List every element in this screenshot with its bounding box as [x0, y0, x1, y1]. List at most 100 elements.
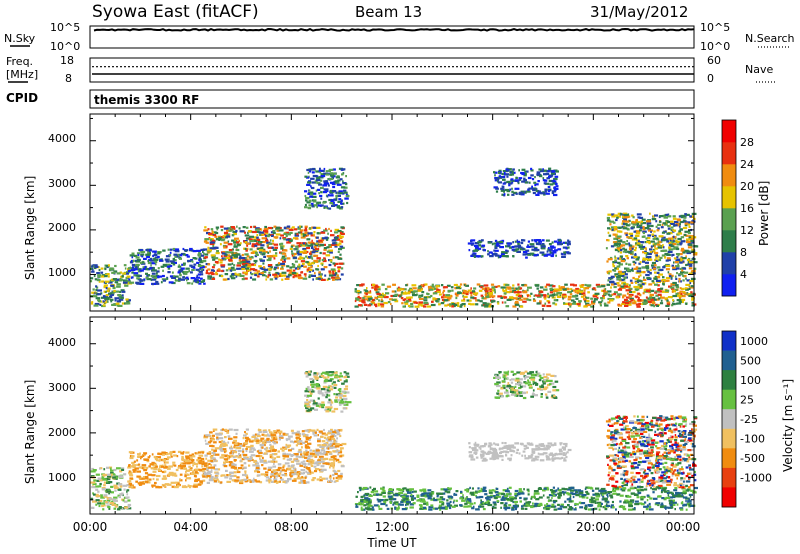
velocity-echo-cell: [320, 435, 324, 438]
power-echo-cell: [310, 185, 312, 188]
power-echo-cell: [262, 274, 266, 277]
power-echo-cell: [377, 288, 381, 291]
velocity-echo-cell: [275, 436, 278, 439]
velocity-echo-cell: [131, 461, 135, 464]
power-echo-cell: [186, 255, 190, 258]
power-echo-cell: [501, 254, 504, 258]
power-echo-cell: [680, 236, 685, 239]
power-echo-cell: [566, 288, 570, 291]
power-echo-cell: [316, 240, 320, 243]
velocity-echo-cell: [297, 475, 300, 478]
velocity-echo-cell: [209, 455, 214, 458]
power-echo-cell: [550, 254, 554, 258]
velocity-echo-cell: [321, 458, 326, 461]
power-echo-cell: [570, 283, 575, 286]
power-echo-cell: [672, 294, 678, 298]
velocity-echo-cell: [255, 454, 261, 458]
power-echo-cell: [212, 258, 216, 261]
velocity-echo-cell: [99, 467, 101, 470]
power-echo-cell: [412, 294, 417, 297]
power-echo-cell: [628, 244, 631, 247]
velocity-echo-cell: [284, 474, 288, 477]
power-echo-cell: [263, 233, 267, 236]
power-echo-cell: [499, 246, 504, 249]
power-echo-cell: [149, 267, 152, 270]
power-echo-cell: [475, 299, 480, 302]
power-echo-cell: [572, 284, 577, 287]
power-echo-cell: [171, 271, 174, 274]
velocity-echo-cell: [311, 478, 315, 482]
power-echo-cell: [532, 188, 536, 192]
power-echo-cell: [575, 297, 579, 300]
velocity-echo-cell: [266, 437, 270, 440]
velocity-echo-cell: [178, 465, 183, 468]
velocity-echo-cell: [332, 450, 336, 453]
power-echo-cell: [639, 226, 643, 229]
velocity-echo-cell: [338, 394, 343, 397]
velocity-echo-cell: [270, 439, 275, 442]
power-echo-cell: [535, 284, 540, 287]
power-echo-cell: [188, 249, 193, 252]
velocity-echo-cell: [230, 466, 235, 469]
power-echo-cell: [538, 168, 542, 171]
power-echo-cell: [303, 273, 307, 276]
power-echo-cell: [246, 260, 251, 263]
power-echo-cell: [202, 260, 207, 263]
power-echo-cell: [511, 193, 515, 196]
velocity-echo-cell: [245, 447, 248, 451]
power-echo-cell: [323, 167, 326, 171]
power-echo-cell: [666, 240, 670, 243]
power-echo-cell: [369, 290, 372, 293]
velocity-echo-cell: [310, 429, 316, 432]
power-echo-cell: [665, 259, 669, 262]
power-echo-cell: [265, 250, 268, 254]
power-echo-cell: [308, 170, 312, 173]
velocity-echo-cell: [251, 435, 257, 439]
velocity-echo-cell: [248, 464, 251, 467]
power-echo-cell: [292, 256, 297, 259]
velocity-echo-cell: [236, 479, 242, 482]
power-echo-cell: [662, 266, 666, 269]
power-echo-cell: [357, 304, 362, 307]
velocity-echo-cell: [330, 428, 333, 431]
power-echo-cell: [681, 295, 686, 298]
power-echo-cell: [205, 271, 209, 275]
velocity-echo-cell: [281, 449, 285, 452]
power-echo-cell: [328, 198, 333, 202]
power-echo-cell: [102, 300, 105, 303]
power-echo-cell: [221, 269, 224, 273]
power-echo-cell: [378, 295, 383, 298]
power-echo-cell: [407, 291, 411, 294]
power-echo-cell: [478, 244, 481, 247]
velocity-echo-cell: [210, 459, 213, 462]
power-echo-cell: [339, 240, 343, 243]
velocity-echo-cell: [321, 444, 327, 447]
power-echo-cell: [380, 300, 384, 303]
power-echo-cell: [531, 239, 534, 242]
velocity-echo-cell: [213, 449, 217, 452]
velocity-echo-cell: [279, 432, 282, 435]
velocity-echo-cell: [152, 477, 155, 481]
velocity-echo-cell: [331, 410, 336, 413]
power-echo-cell: [432, 297, 436, 300]
power-echo-cell: [305, 196, 310, 200]
power-echo-cell: [688, 267, 693, 270]
power-echo-cell: [629, 223, 631, 226]
power-echo-cell: [265, 278, 268, 281]
power-echo-cell: [606, 216, 610, 220]
velocity-echo-cell: [320, 469, 324, 472]
power-echo-cell: [265, 275, 268, 278]
power-echo-cell: [243, 241, 248, 244]
power-echo-cell: [185, 267, 190, 270]
velocity-echo-cell: [282, 457, 286, 460]
power-echo-cell: [140, 250, 146, 253]
power-echo-cell: [139, 279, 144, 282]
velocity-echo-cell: [310, 436, 312, 439]
velocity-echo-cell: [216, 438, 219, 441]
velocity-echo-cell: [329, 442, 334, 445]
power-echo-cell: [354, 288, 357, 291]
velocity-echo-cell: [106, 466, 109, 469]
velocity-echo-cell: [161, 459, 163, 462]
power-echo-cell: [125, 302, 131, 305]
power-echo-cell: [631, 214, 634, 217]
